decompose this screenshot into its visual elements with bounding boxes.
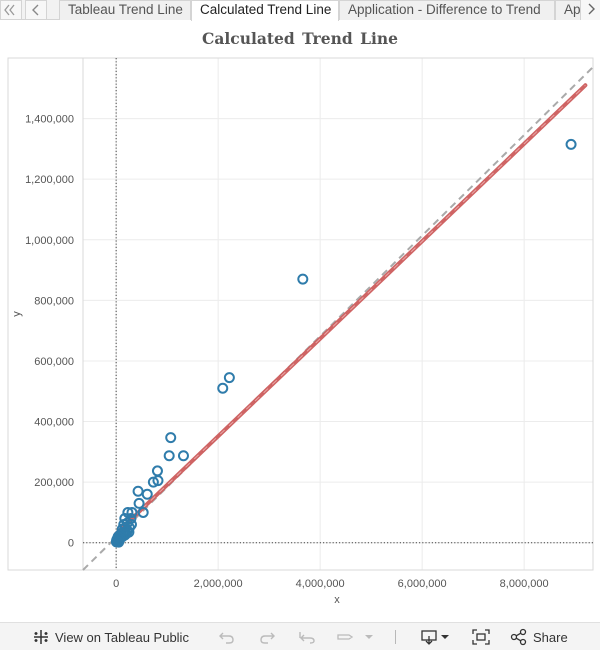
plot-frame xyxy=(7,57,594,571)
data-point xyxy=(163,450,175,462)
x-tick-label: 0 xyxy=(113,578,119,590)
fullscreen-icon xyxy=(472,629,490,645)
tab-label: Tableau Trend Line xyxy=(68,2,183,17)
x-axis-title: x xyxy=(334,594,340,606)
tab-calculated-trend-line[interactable]: Calculated Trend Line xyxy=(191,0,339,21)
data-point xyxy=(297,273,309,285)
x-tick-label: 8,000,000 xyxy=(500,578,549,590)
pause-updates-button[interactable] xyxy=(335,623,375,651)
bottom-toolbar: View on Tableau Public xyxy=(0,622,600,650)
tab-scroll-prev-button[interactable] xyxy=(25,0,47,20)
chevron-left-icon xyxy=(32,4,39,16)
x-tick-label: 2,000,000 xyxy=(194,578,243,590)
chevron-right-icon xyxy=(588,3,595,15)
pause-updates-icon xyxy=(337,634,373,640)
y-axis-title: y xyxy=(11,311,23,317)
view-on-tableau-public-button[interactable]: View on Tableau Public xyxy=(32,623,189,651)
data-point xyxy=(141,488,153,500)
scatter-chart: 0 2,000,000 4,000,000 6,000,000 8,000,000 0 20… xyxy=(7,57,594,606)
trend-line-overlay xyxy=(115,84,586,535)
share-button[interactable]: Share xyxy=(510,623,568,651)
x-tick-label: 6,000,000 xyxy=(398,578,447,590)
axes xyxy=(7,57,594,571)
data-point xyxy=(133,497,145,509)
redo-icon xyxy=(260,632,275,644)
data-point xyxy=(126,506,138,518)
tab-scroll-next-button[interactable] xyxy=(580,0,600,20)
tab-label: Calculated Trend Line xyxy=(200,2,332,17)
revert-icon xyxy=(299,632,315,644)
data-point xyxy=(565,138,577,150)
tableau-logo-icon xyxy=(34,630,48,644)
download-icon xyxy=(421,630,449,645)
share-icon xyxy=(510,628,527,646)
y-tick-label: 600,000 xyxy=(34,356,74,368)
y-tick-label: 200,000 xyxy=(34,477,74,489)
y-tick-label: 400,000 xyxy=(34,417,74,429)
y-tick-label: 1,000,000 xyxy=(25,235,74,247)
axis-labels: 0 2,000,000 4,000,000 6,000,000 8,000,000 0 20… xyxy=(11,114,549,606)
data-point xyxy=(152,475,164,487)
data-point xyxy=(217,382,229,394)
chart-title: Calculated Trend Line xyxy=(201,29,399,48)
data-point xyxy=(113,536,125,548)
data-point xyxy=(177,450,189,462)
undo-button[interactable] xyxy=(217,623,237,651)
data-point xyxy=(151,465,163,477)
tab-tableau-trend-line[interactable]: Tableau Trend Line xyxy=(59,0,191,20)
y-tick-label: 0 xyxy=(68,538,74,550)
y-tick-label: 800,000 xyxy=(34,295,74,307)
view-on-tableau-public-label: View on Tableau Public xyxy=(55,629,189,645)
share-label: Share xyxy=(533,629,568,645)
x-tick-label: 4,000,000 xyxy=(296,578,345,590)
toolbar-separator xyxy=(395,630,396,644)
data-point xyxy=(132,485,144,497)
tab-application-difference-to-trend[interactable]: Application - Difference to Trend xyxy=(339,0,555,20)
undo-icon xyxy=(219,632,234,644)
y-tick-label: 1,400,000 xyxy=(25,114,74,126)
data-point xyxy=(165,432,177,444)
tab-label: Ap xyxy=(564,2,581,17)
reference-lines xyxy=(82,66,594,571)
tab-label: Application - Difference to Trend xyxy=(348,2,541,17)
data-point xyxy=(122,506,134,518)
redo-button[interactable] xyxy=(257,623,277,651)
chevron-double-left-icon xyxy=(4,4,15,16)
tab-scroll-first-button[interactable] xyxy=(0,0,22,20)
fullscreen-button[interactable] xyxy=(471,623,491,651)
download-button[interactable] xyxy=(420,623,452,651)
revert-button[interactable] xyxy=(297,623,317,651)
sheet-tab-bar: Tableau Trend Line Calculated Trend Line… xyxy=(0,0,600,21)
data-point xyxy=(223,372,235,384)
y-tick-label: 1,200,000 xyxy=(25,174,74,186)
scatter-points xyxy=(110,138,577,548)
data-point xyxy=(137,506,149,518)
